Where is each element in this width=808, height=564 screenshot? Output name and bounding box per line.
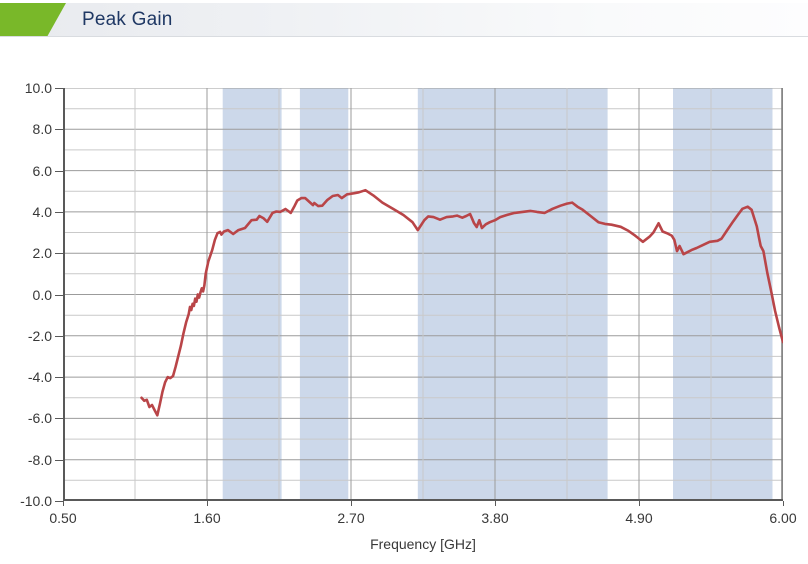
gain-curve	[140, 188, 783, 417]
y-tick-label: 10.0	[24, 80, 52, 96]
y-tick-label: -10.0	[20, 493, 52, 509]
x-tick-mark	[783, 501, 784, 506]
header-accent-shape	[0, 3, 66, 36]
y-tick-mark	[55, 129, 63, 131]
peak-gain-chart: Frequency [GHz] 10.0 8.0 6.0 4.0 2.0 0.0 -2.0 -…	[0, 40, 808, 564]
x-tick-mark	[495, 501, 496, 506]
y-tick-label: -6.0	[27, 410, 52, 427]
page-title: Peak Gain	[82, 9, 173, 30]
y-tick-mark	[55, 335, 63, 337]
y-tick-mark	[55, 253, 63, 255]
x-tick-label: 0.50	[49, 510, 77, 526]
y-tick-mark	[55, 88, 63, 89]
y-tick-mark	[55, 170, 63, 172]
x-tick-label: 4.90	[625, 510, 653, 526]
y-tick-label: 2.0	[32, 245, 52, 262]
y-tick-mark	[55, 459, 63, 461]
x-tick-mark	[63, 501, 64, 506]
y-tick-mark	[55, 501, 63, 502]
header-bar: Peak Gain	[0, 3, 808, 37]
y-tick-mark	[55, 418, 63, 420]
y-tick-label: -2.0	[27, 327, 52, 344]
x-tick-mark	[351, 501, 352, 506]
y-tick-label: 0.0	[32, 286, 52, 303]
y-tick-label: 8.0	[32, 121, 52, 138]
y-tick-mark	[55, 377, 63, 379]
y-tick-label: -8.0	[27, 451, 52, 468]
y-tick-label: 4.0	[32, 203, 52, 220]
y-tick-mark	[55, 211, 63, 213]
x-tick-label: 3.80	[481, 510, 509, 526]
x-tick-label: 2.70	[337, 510, 365, 526]
x-tick-mark	[639, 501, 640, 506]
y-tick-mark	[55, 294, 63, 296]
y-tick-label: -4.0	[27, 369, 52, 386]
x-tick-label: 1.60	[193, 510, 221, 526]
x-axis-title: Frequency [GHz]	[370, 536, 476, 552]
plot-area	[63, 88, 783, 501]
y-tick-label: 6.0	[32, 162, 52, 179]
x-tick-mark	[207, 501, 208, 506]
x-tick-label: 6.00	[769, 510, 797, 526]
